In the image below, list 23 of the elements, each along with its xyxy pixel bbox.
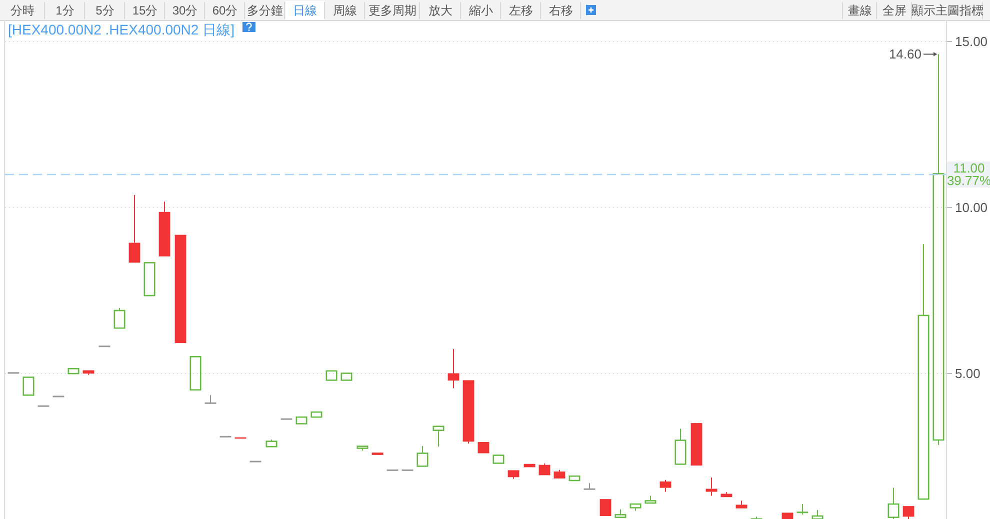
- button: 60分: [212, 2, 245, 20]
- button: 右移: [549, 2, 581, 20]
- button: 全屏: [882, 2, 912, 20]
- button: 縮小: [469, 2, 501, 20]
- button: 更多周期: [368, 2, 420, 20]
- button: 放大: [428, 2, 461, 20]
- button: 左移: [509, 2, 541, 20]
- button: 1分: [56, 2, 85, 20]
- button: 分時: [10, 2, 45, 20]
- ref-line-label: 11.00: [953, 160, 985, 176]
- button: 30分: [172, 2, 205, 20]
- y-tick-label: 5.00: [955, 366, 980, 381]
- title: [HEX400.00N2 .HEX400.00N2 日線]: [8, 22, 234, 38]
- button: 多分鐘: [247, 2, 285, 20]
- y-tick-label: 15.00: [955, 34, 988, 49]
- button: 顯示主圖指標: [912, 2, 984, 20]
- annotation: 14.60: [888, 46, 922, 62]
- button: 周線: [333, 2, 365, 20]
- y-tick-label: 10.00: [955, 200, 988, 215]
- button: 日線: [286, 1, 325, 20]
- button: 5分: [96, 2, 125, 20]
- button: 畫線: [842, 2, 877, 20]
- button: 15分: [132, 2, 165, 20]
